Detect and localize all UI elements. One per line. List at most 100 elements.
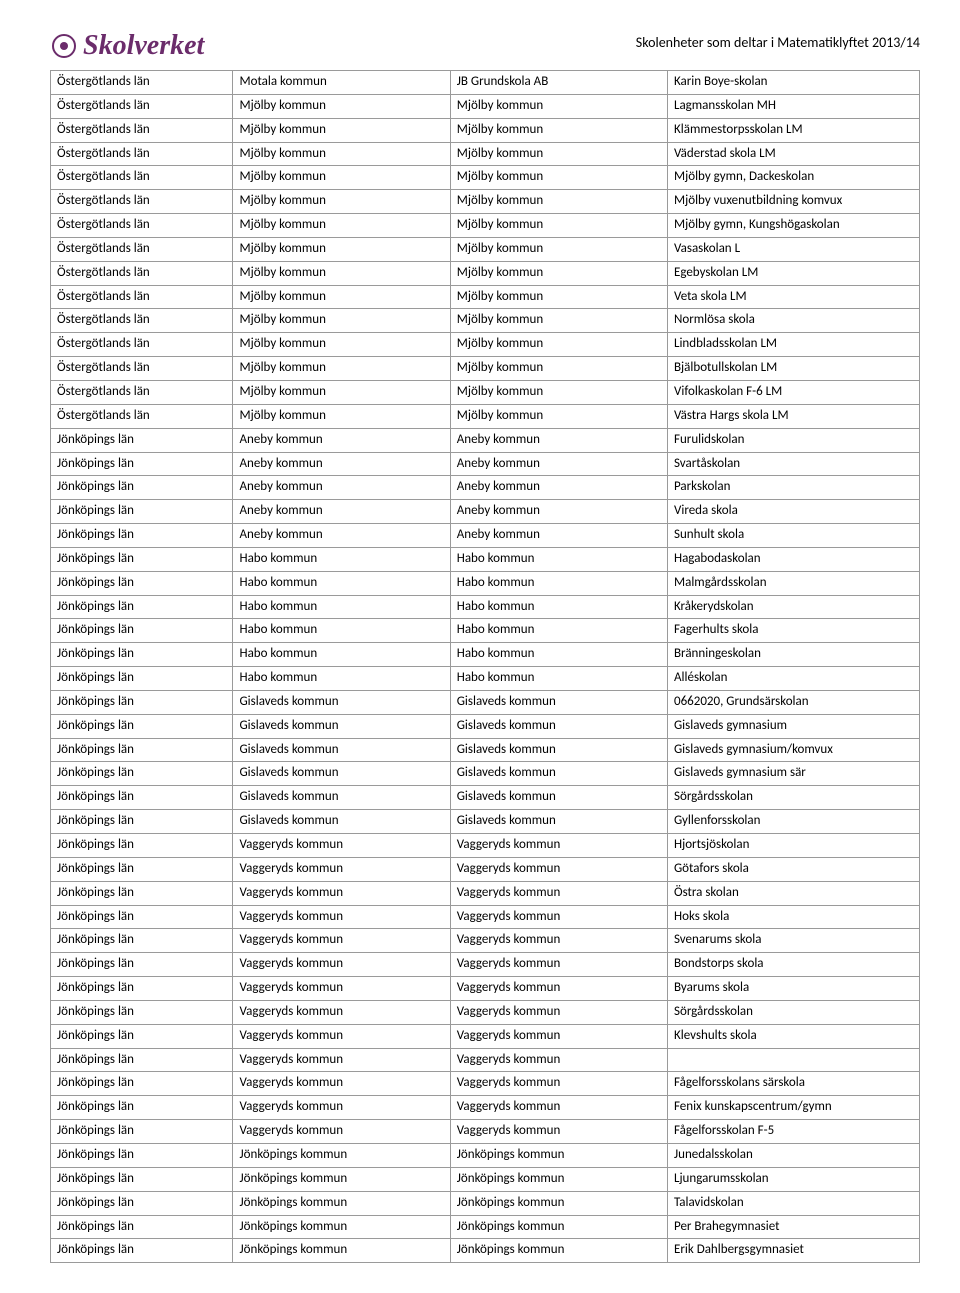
table-cell: Jönköpings län (51, 690, 233, 714)
table-cell: Östergötlands län (51, 309, 233, 333)
table-cell: Mjölby kommun (450, 309, 667, 333)
table-cell: Vifolkaskolan F-6 LM (667, 380, 919, 404)
table-cell: Östergötlands län (51, 285, 233, 309)
table-cell: Mjölby kommun (450, 142, 667, 166)
table-row: Jönköpings länGislaveds kommunGislaveds … (51, 786, 920, 810)
table-row: Jönköpings länGislaveds kommunGislaveds … (51, 762, 920, 786)
table-cell: Jönköpings kommun (233, 1191, 450, 1215)
table-cell: Östergötlands län (51, 237, 233, 261)
table-row: Jönköpings länGislaveds kommunGislaveds … (51, 738, 920, 762)
table-cell: Vaggeryds kommun (450, 1048, 667, 1072)
table-cell: Mjölby kommun (233, 333, 450, 357)
table-cell: Malmgårdsskolan (667, 571, 919, 595)
table-cell: Talavidskolan (667, 1191, 919, 1215)
table-cell: Alléskolan (667, 667, 919, 691)
table-cell: Östergötlands län (51, 380, 233, 404)
table-cell: Jönköpings län (51, 1215, 233, 1239)
table-cell: Jönköpings kommun (233, 1215, 450, 1239)
table-row: Jönköpings länHabo kommunHabo kommunFage… (51, 619, 920, 643)
table-cell: Parkskolan (667, 476, 919, 500)
table-cell: Mjölby kommun (233, 261, 450, 285)
table-row: Jönköpings länHabo kommunHabo kommunHaga… (51, 547, 920, 571)
table-cell: Vaggeryds kommun (450, 929, 667, 953)
table-cell: Ljungarumsskolan (667, 1167, 919, 1191)
table-cell: Gislaveds kommun (450, 810, 667, 834)
table-cell: Östergötlands län (51, 190, 233, 214)
table-cell: Vaggeryds kommun (450, 1000, 667, 1024)
table-cell: Aneby kommun (450, 428, 667, 452)
table-cell: Egebyskolan LM (667, 261, 919, 285)
table-row: Jönköpings länVaggeryds kommunVaggeryds … (51, 1024, 920, 1048)
table-cell: Vaggeryds kommun (233, 1048, 450, 1072)
table-row: Jönköpings länGislaveds kommunGislaveds … (51, 810, 920, 834)
table-cell: Aneby kommun (450, 524, 667, 548)
table-cell: Bränningeskolan (667, 643, 919, 667)
table-cell: Jönköpings län (51, 643, 233, 667)
table-cell (667, 1048, 919, 1072)
table-cell: Gislaveds kommun (233, 690, 450, 714)
table-cell: 0662020, Grundsärskolan (667, 690, 919, 714)
table-cell: Aneby kommun (233, 524, 450, 548)
table-cell: Vaggeryds kommun (233, 929, 450, 953)
table-cell: Furulidskolan (667, 428, 919, 452)
table-cell: Aneby kommun (450, 476, 667, 500)
table-cell: Mjölby kommun (450, 94, 667, 118)
table-cell: Fagerhults skola (667, 619, 919, 643)
table-cell: Svenarums skola (667, 929, 919, 953)
table-cell: Gislaveds kommun (233, 738, 450, 762)
table-row: Jönköpings länVaggeryds kommunVaggeryds … (51, 929, 920, 953)
table-row: Östergötlands länMjölby kommunMjölby kom… (51, 309, 920, 333)
table-cell: Jönköpings län (51, 738, 233, 762)
table-cell: Mjölby kommun (233, 142, 450, 166)
table-cell: Mjölby kommun (233, 166, 450, 190)
table-cell: Mjölby vuxenutbildning komvux (667, 190, 919, 214)
table-row: Jönköpings länHabo kommunHabo kommunBrän… (51, 643, 920, 667)
table-cell: Jönköpings län (51, 881, 233, 905)
table-row: Jönköpings länVaggeryds kommunVaggeryds … (51, 905, 920, 929)
table-row: Jönköpings länHabo kommunHabo kommunMalm… (51, 571, 920, 595)
table-cell: Hjortsjöskolan (667, 834, 919, 858)
table-cell: Gislaveds kommun (450, 738, 667, 762)
table-cell: Sörgårdsskolan (667, 1000, 919, 1024)
table-cell: Vaggeryds kommun (233, 1096, 450, 1120)
table-cell: Gyllenforsskolan (667, 810, 919, 834)
table-cell: Mjölby kommun (450, 118, 667, 142)
table-cell: Gislaveds kommun (233, 762, 450, 786)
table-cell: Jönköpings län (51, 619, 233, 643)
table-row: Östergötlands länMotala kommunJB Grundsk… (51, 71, 920, 95)
table-cell: Bjälbotullskolan LM (667, 357, 919, 381)
table-row: Jönköpings länJönköpings kommunJönköping… (51, 1191, 920, 1215)
logo: Skolverket (50, 30, 204, 62)
table-cell: Jönköpings län (51, 786, 233, 810)
table-cell: Mjölby kommun (233, 237, 450, 261)
table-row: Jönköpings länVaggeryds kommunVaggeryds … (51, 1048, 920, 1072)
table-row: Jönköpings länHabo kommunHabo kommunAllé… (51, 667, 920, 691)
table-cell: Jönköpings kommun (233, 1167, 450, 1191)
table-cell: Vaggeryds kommun (450, 881, 667, 905)
table-row: Jönköpings länVaggeryds kommunVaggeryds … (51, 977, 920, 1001)
table-cell: Mjölby kommun (233, 309, 450, 333)
table-cell: Bondstorps skola (667, 953, 919, 977)
table-row: Jönköpings länHabo kommunHabo kommunKråk… (51, 595, 920, 619)
table-cell: Sunhult skola (667, 524, 919, 548)
table-cell: Jönköpings län (51, 500, 233, 524)
table-row: Östergötlands länMjölby kommunMjölby kom… (51, 190, 920, 214)
table-cell: Vaggeryds kommun (233, 1120, 450, 1144)
table-cell: Jönköpings kommun (450, 1167, 667, 1191)
table-cell: Gislaveds kommun (233, 714, 450, 738)
table-row: Jönköpings länVaggeryds kommunVaggeryds … (51, 1096, 920, 1120)
table-cell: Habo kommun (450, 571, 667, 595)
page-header: Skolverket Skolenheter som deltar i Mate… (50, 30, 920, 62)
table-cell: Aneby kommun (450, 452, 667, 476)
table-cell: Gislaveds kommun (450, 786, 667, 810)
table-row: Östergötlands länMjölby kommunMjölby kom… (51, 404, 920, 428)
table-cell: Mjölby kommun (450, 166, 667, 190)
table-cell: Jönköpings kommun (233, 1239, 450, 1263)
table-cell: Karin Boye-skolan (667, 71, 919, 95)
table-cell: Vaggeryds kommun (233, 881, 450, 905)
table-cell: Gislaveds kommun (450, 762, 667, 786)
table-row: Jönköpings länVaggeryds kommunVaggeryds … (51, 857, 920, 881)
table-cell: Gislaveds kommun (233, 786, 450, 810)
table-cell: Jönköpings län (51, 714, 233, 738)
table-cell: Mjölby kommun (450, 357, 667, 381)
